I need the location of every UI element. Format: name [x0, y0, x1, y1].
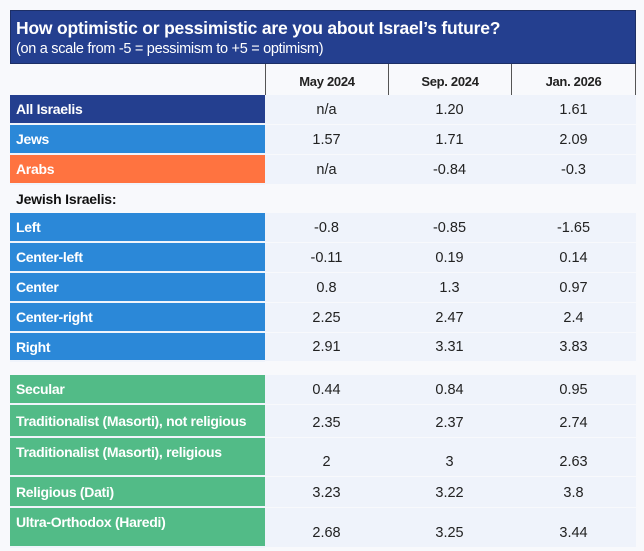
- value-cell: 2.25: [312, 310, 341, 326]
- value-cell: 2.09: [559, 132, 588, 148]
- value-cell: -0.11: [310, 250, 343, 266]
- row-values: 2.35 2.37 2.74: [265, 405, 636, 438]
- row-values: 3.23 3.22 3.8: [265, 477, 636, 508]
- value-cell: 2.4: [563, 310, 584, 326]
- value-cell: 0.8: [316, 280, 337, 296]
- religious-rows: Secular 0.44 0.84 0.95 Traditionalist (Masor…: [10, 375, 636, 548]
- column-header: Jan. 2026: [511, 64, 636, 95]
- spacer: [10, 362, 636, 375]
- row-label: Center: [10, 273, 265, 303]
- table-row: Traditionalist (Masorti), religious 2 3 2.6…: [10, 438, 636, 477]
- value-cell: 3.83: [559, 339, 588, 355]
- header-row: May 2024 Sep. 2024 Jan. 2026: [10, 64, 636, 95]
- value-cell: -0.84: [432, 162, 467, 178]
- value-cell: 1.57: [312, 132, 341, 148]
- value-cell: 3.31: [435, 339, 464, 355]
- table-row: Center-left -0.11 0.19 0.14: [10, 243, 636, 273]
- table-row: Religious (Dati) 3.23 3.22 3.8: [10, 477, 636, 508]
- value-cell: 1.3: [439, 280, 460, 296]
- value-cell: 2: [322, 454, 331, 470]
- section-label: Jewish Israelis:: [16, 191, 117, 207]
- table-row: All Israelis n/a 1.20 1.61: [10, 95, 636, 125]
- value-cell: -0.3: [561, 162, 586, 178]
- value-cell: 2.37: [435, 415, 464, 431]
- value-cell: 1.71: [435, 132, 464, 148]
- row-label: Jews: [10, 125, 265, 155]
- table-row: Secular 0.44 0.84 0.95: [10, 375, 636, 405]
- value-cell: -1.65: [556, 220, 591, 236]
- row-label: Ultra-Orthodox (Haredi): [10, 508, 265, 548]
- row-label: Right: [10, 333, 265, 362]
- row-label: Traditionalist (Masorti), not religious: [10, 405, 265, 438]
- row-label: Arabs: [10, 155, 265, 185]
- table-row: Jews 1.57 1.71 2.09: [10, 125, 636, 155]
- value-cell: 2.47: [435, 310, 464, 326]
- optimism-table: How optimistic or pessimistic are you ab…: [10, 10, 636, 548]
- title-box: How optimistic or pessimistic are you ab…: [10, 10, 636, 64]
- column-header: Sep. 2024: [388, 64, 511, 95]
- value-cell: 3: [445, 454, 454, 470]
- value-cell: 3.25: [435, 525, 464, 541]
- table-row: Left -0.8 -0.85 -1.65: [10, 213, 636, 243]
- row-label: Secular: [10, 375, 265, 405]
- value-cell: 1.20: [435, 102, 464, 118]
- value-cell: 0.14: [559, 250, 588, 266]
- row-values: 2.91 3.31 3.83: [265, 333, 636, 362]
- political-rows: Left -0.8 -0.85 -1.65 Center-left -0.11 0.19 0.…: [10, 213, 636, 362]
- row-values: n/a 1.20 1.61: [265, 95, 636, 125]
- column-header: May 2024: [265, 64, 388, 95]
- table-row: Arabs n/a -0.84 -0.3: [10, 155, 636, 185]
- row-values: -0.11 0.19 0.14: [265, 243, 636, 273]
- value-cell: 3.8: [563, 485, 584, 501]
- value-cell: 3.44: [559, 525, 588, 541]
- row-values: 0.8 1.3 0.97: [265, 273, 636, 303]
- value-cell: n/a: [316, 162, 337, 178]
- value-cell: -0.8: [314, 220, 339, 236]
- value-cell: 0.84: [435, 382, 464, 398]
- top-group-rows: All Israelis n/a 1.20 1.61 Jews 1.57 1.71 2.09 A…: [10, 95, 636, 185]
- value-cell: 2.35: [312, 415, 341, 431]
- value-cell: 0.97: [559, 280, 588, 296]
- table-row: Right 2.91 3.31 3.83: [10, 333, 636, 362]
- row-label: Traditionalist (Masorti), religious: [10, 438, 265, 477]
- value-cell: 0.95: [559, 382, 588, 398]
- table-row: Traditionalist (Masorti), not religious 2…: [10, 405, 636, 438]
- value-cell: 3.22: [435, 485, 464, 501]
- value-cell: 0.19: [435, 250, 464, 266]
- value-cell: n/a: [316, 102, 337, 118]
- row-values: n/a -0.84 -0.3: [265, 155, 636, 185]
- row-label: All Israelis: [10, 95, 265, 125]
- table-subtitle: (on a scale from -5 = pessimism to +5 = …: [16, 41, 324, 57]
- row-label: Left: [10, 213, 265, 243]
- value-cell: 2.63: [559, 454, 588, 470]
- value-cell: -0.85: [432, 220, 467, 236]
- row-values: 2.25 2.47 2.4: [265, 303, 636, 333]
- row-values: 2 3 2.63: [265, 438, 636, 477]
- row-values: -0.8 -0.85 -1.65: [265, 213, 636, 243]
- row-label: Center-right: [10, 303, 265, 333]
- row-label: Religious (Dati): [10, 477, 265, 508]
- row-values: 1.57 1.71 2.09: [265, 125, 636, 155]
- value-cell: 2.68: [312, 525, 341, 541]
- table-row: Center 0.8 1.3 0.97: [10, 273, 636, 303]
- value-cell: 3.23: [312, 485, 341, 501]
- table-row: Ultra-Orthodox (Haredi) 2.68 3.25 3.44: [10, 508, 636, 548]
- header-blank: [10, 64, 265, 95]
- value-cell: 2.91: [312, 339, 341, 355]
- table-title: How optimistic or pessimistic are you ab…: [16, 18, 501, 38]
- row-values: 0.44 0.84 0.95: [265, 375, 636, 405]
- table-row: Center-right 2.25 2.47 2.4: [10, 303, 636, 333]
- value-cell: 2.74: [559, 415, 588, 431]
- value-cell: 0.44: [312, 382, 341, 398]
- value-cell: 1.61: [559, 102, 588, 118]
- row-label: Center-left: [10, 243, 265, 273]
- row-values: 2.68 3.25 3.44: [265, 508, 636, 548]
